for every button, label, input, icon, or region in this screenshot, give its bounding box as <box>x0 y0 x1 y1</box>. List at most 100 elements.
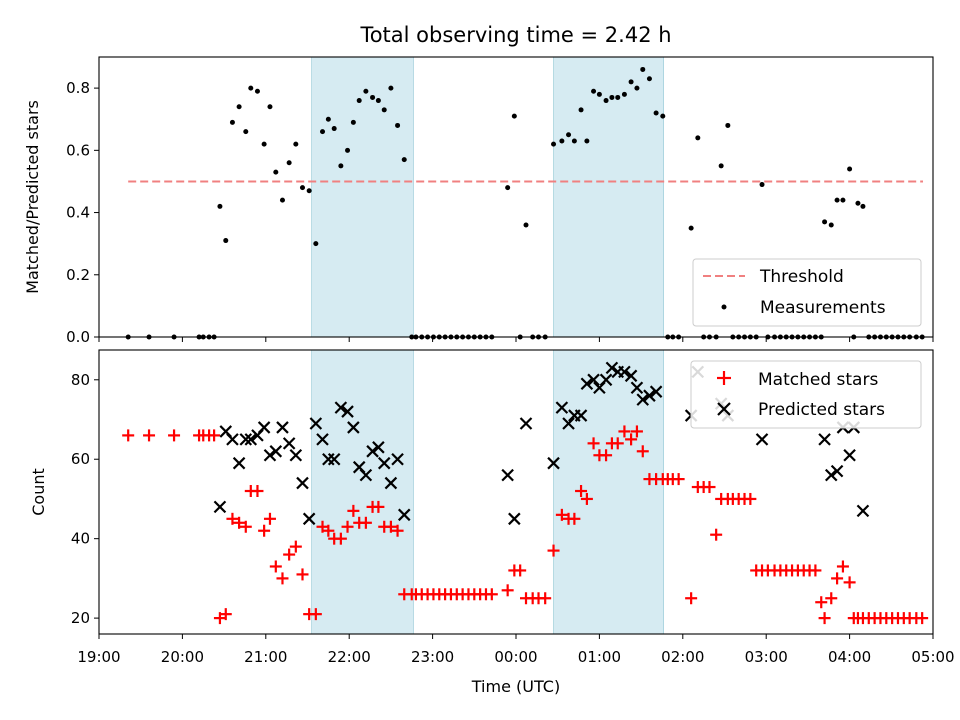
measurement-point <box>388 85 394 91</box>
measurement-point <box>523 222 529 228</box>
count-y-axis-label: Count <box>29 468 48 516</box>
predicted-star-point <box>244 433 258 446</box>
predicted-star-point <box>366 445 379 458</box>
matched-star-point <box>636 445 649 458</box>
matched-star-point <box>263 512 276 525</box>
measurement-point <box>229 119 235 125</box>
matched-star-point <box>916 612 929 625</box>
measurement-point <box>313 241 319 247</box>
ratio-x-axis-ticks <box>98 337 934 342</box>
measurement-point <box>566 132 572 138</box>
measurement-point <box>860 203 866 209</box>
matched-star-point <box>514 564 527 577</box>
measurement-point <box>603 98 609 104</box>
predicted-star-point <box>643 389 656 402</box>
predicted-star-point <box>391 452 404 466</box>
matched-star-point <box>818 612 831 625</box>
predicted-star-point <box>574 409 588 422</box>
predicted-star-point <box>327 452 341 466</box>
matched-star-point <box>685 592 698 605</box>
predicted-star-point <box>289 448 303 462</box>
measurement-point <box>578 107 584 113</box>
measurement-point <box>331 126 337 132</box>
matched-star-point <box>122 429 135 442</box>
predicted-star-point <box>555 401 569 414</box>
count-y-tick-label: 60 <box>71 450 90 468</box>
matched-star-point <box>168 429 181 442</box>
matched-star-point <box>815 596 828 609</box>
predicted-star-point <box>519 417 533 430</box>
legend-matched-swatch <box>717 371 731 385</box>
matched-star-point <box>309 608 322 621</box>
predicted-star-point <box>755 433 769 446</box>
predicted-star-point <box>397 508 411 522</box>
matched-star-point <box>836 560 849 573</box>
predicted-star-point <box>818 433 831 446</box>
count-y-tick-label: 80 <box>71 371 90 389</box>
x-tick-label: 22:00 <box>328 648 371 666</box>
matched-star-point <box>600 449 613 462</box>
predicted-star-point <box>377 456 391 470</box>
ratio-y-tick-label: 0.8 <box>66 79 90 97</box>
matched-star-point <box>703 481 716 494</box>
measurement-point <box>299 185 305 191</box>
predicted-star-point <box>599 373 613 387</box>
ratio-y-tick-label: 0.6 <box>66 141 90 159</box>
predicted-star-point <box>309 417 323 430</box>
matched-star-point <box>143 429 156 442</box>
matched-star-point <box>580 492 593 505</box>
predicted-star-point <box>605 361 619 375</box>
predicted-star-point <box>296 476 309 490</box>
predicted-star-point <box>347 421 360 434</box>
measurement-point <box>628 79 634 85</box>
measurement-point <box>688 225 694 231</box>
predicted-star-point <box>341 405 354 418</box>
matched-star-point <box>501 584 514 597</box>
predicted-star-point <box>856 504 870 518</box>
x-tick-label: 04:00 <box>828 648 871 666</box>
matched-star-point <box>825 592 838 605</box>
measurement-point <box>571 138 577 144</box>
x-tick-label: 00:00 <box>494 648 537 666</box>
measurement-point <box>653 110 659 116</box>
count-panel: 20 40 60 80 19:00 20:00 21:00 22:00 23:00 00:00 0… <box>29 349 955 696</box>
measurement-point <box>695 135 701 141</box>
measurement-point <box>325 116 331 122</box>
predicted-star-point <box>257 421 271 434</box>
predicted-star-point <box>587 373 600 387</box>
matched-star-point <box>334 532 347 545</box>
measurement-point <box>759 182 765 188</box>
matched-star-point <box>587 437 600 450</box>
measurement-point <box>855 200 861 206</box>
predicted-star-point <box>618 365 631 379</box>
matched-star-point <box>618 425 631 438</box>
shaded-interval-top-1 <box>553 56 664 338</box>
measurement-point <box>261 141 267 147</box>
measurement-point <box>615 94 621 100</box>
predicted-star-point <box>239 433 253 446</box>
measurement-point <box>401 157 407 163</box>
matched-star-point <box>208 429 221 442</box>
matched-star-point <box>485 588 498 601</box>
predicted-star-point <box>302 512 316 526</box>
measurement-point <box>345 147 351 153</box>
predicted-star-point <box>269 445 283 458</box>
matched-star-point <box>251 485 264 498</box>
matched-star-point <box>219 608 232 621</box>
matched-star-point <box>347 504 360 517</box>
predicted-star-point <box>636 393 650 406</box>
matched-star-point <box>391 524 404 537</box>
predicted-star-point <box>830 464 844 478</box>
count-y-tick-label: 20 <box>71 609 90 627</box>
legend-matched-label: Matched stars <box>758 370 878 390</box>
matched-star-point <box>258 524 271 537</box>
matched-star-point <box>269 560 282 573</box>
measurement-point <box>847 166 853 172</box>
count-y-axis-ticks: 20 40 60 80 <box>71 371 99 627</box>
measurement-point <box>511 113 517 119</box>
matched-star-point <box>625 433 638 446</box>
measurement-point <box>596 91 602 97</box>
measurement-point <box>505 185 511 191</box>
matched-star-point <box>283 548 296 561</box>
